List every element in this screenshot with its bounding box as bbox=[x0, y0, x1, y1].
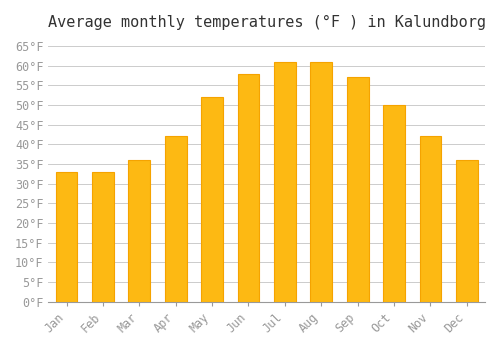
Bar bbox=[310, 62, 332, 302]
Bar bbox=[274, 62, 296, 302]
Bar bbox=[420, 136, 442, 302]
Title: Average monthly temperatures (°F ) in Kalundborg: Average monthly temperatures (°F ) in Ka… bbox=[48, 15, 486, 30]
Bar bbox=[346, 77, 368, 302]
Bar bbox=[238, 74, 260, 302]
Bar bbox=[201, 97, 223, 302]
Bar bbox=[456, 160, 477, 302]
Bar bbox=[56, 172, 78, 302]
Bar bbox=[92, 172, 114, 302]
Bar bbox=[128, 160, 150, 302]
Bar bbox=[383, 105, 405, 302]
Bar bbox=[165, 136, 186, 302]
